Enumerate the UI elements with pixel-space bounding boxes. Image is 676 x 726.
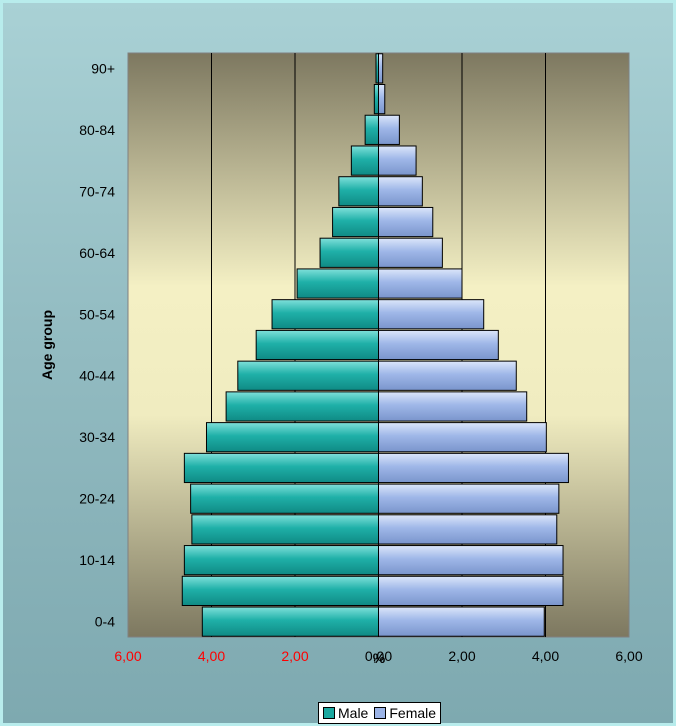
bar-male-80-84 (364, 114, 380, 145)
bar-female-65-69 (378, 206, 434, 238)
bar-female-50-54 (378, 299, 485, 330)
bars (181, 53, 569, 637)
bar-male-40-44 (237, 360, 379, 391)
x-tick-label: 2,00 (281, 648, 308, 664)
bar-female-15-19 (378, 514, 558, 545)
x-tick-label: 4,00 (532, 648, 559, 664)
y-tick-label: 0-4 (95, 614, 115, 630)
x-tick-labels: 6,00 4,00 2,00 0,00 2,00 4,00 6,00 (114, 648, 642, 664)
bar-female-35-39 (378, 391, 528, 422)
bar-female-10-14 (378, 545, 564, 576)
y-tick-label: 70-74 (79, 183, 115, 199)
bar-male-30-34 (205, 422, 379, 453)
x-tick-label: 6,00 (114, 648, 141, 664)
bar-male-50-54 (271, 299, 380, 330)
bar-male-15-19 (191, 514, 379, 545)
y-tick-label: 20-24 (79, 491, 115, 507)
y-tick-labels: 0-4 10-14 20-24 30-34 40-44 50-54 60-64 70-74 80… (79, 60, 115, 629)
y-tick-label: 10-14 (79, 552, 115, 568)
legend-swatch-female (374, 707, 387, 719)
bar-female-40-44 (378, 360, 517, 391)
bar-male-70-74 (338, 176, 379, 207)
bar-female-60-64 (378, 237, 443, 268)
bar-female-75-79 (378, 145, 417, 176)
x-tick-label: 2,00 (448, 648, 475, 664)
x-tick-label: 6,00 (615, 648, 642, 664)
bar-male-55-59 (296, 268, 379, 299)
x-axis-title: % (373, 650, 386, 666)
bar-female-30-34 (378, 422, 547, 453)
x-tick-label: 4,00 (198, 648, 225, 664)
bar-female-90+ (378, 53, 384, 84)
legend-label-female: Female (389, 705, 437, 721)
bar-male-45-49 (255, 329, 379, 361)
x-tick-label: 0,00 (365, 648, 392, 664)
bar-male-10-14 (183, 545, 379, 576)
legend: Male Female (318, 702, 442, 724)
y-tick-label: 90+ (91, 60, 115, 76)
legend-item-female: Female (374, 705, 436, 721)
y-tick-label: 50-54 (79, 306, 115, 322)
bar-female-85-89 (378, 84, 386, 115)
bar-male-85-89 (373, 84, 380, 115)
bar-female-25-29 (378, 452, 569, 484)
bar-male-35-39 (225, 391, 379, 422)
bar-female-5-9 (378, 575, 564, 606)
bar-male-65-69 (332, 206, 380, 238)
bar-male-25-29 (183, 452, 379, 484)
y-tick-label: 60-64 (79, 245, 115, 261)
bar-female-70-74 (378, 176, 423, 207)
bar-male-0-4 (201, 606, 379, 637)
y-tick-label: 30-34 (79, 429, 115, 445)
bar-female-55-59 (378, 268, 463, 299)
bar-female-80-84 (378, 114, 400, 145)
bar-female-45-49 (378, 329, 499, 361)
bar-male-20-24 (190, 483, 379, 514)
legend-item-male: Male (323, 705, 368, 721)
bar-female-20-24 (378, 483, 560, 514)
legend-swatch-male (323, 707, 335, 719)
y-axis-title: Age group (39, 310, 55, 380)
legend-label-male: Male (338, 705, 369, 721)
bar-male-75-79 (350, 145, 379, 176)
y-tick-label: 80-84 (79, 122, 115, 138)
y-tick-label: 40-44 (79, 368, 115, 384)
bar-male-5-9 (181, 575, 379, 606)
bar-male-60-64 (319, 237, 379, 268)
bar-female-0-4 (378, 606, 545, 637)
